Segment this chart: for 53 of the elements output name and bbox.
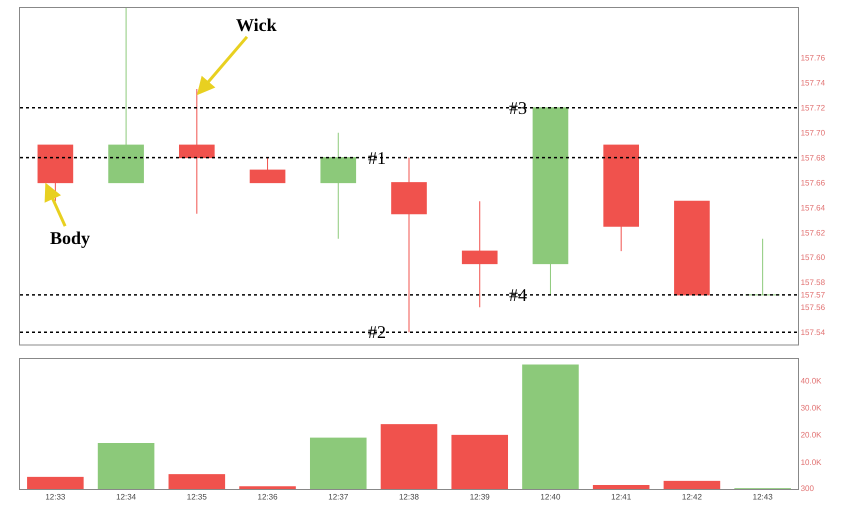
bar bbox=[168, 474, 226, 489]
candlestick bbox=[603, 144, 640, 252]
annotation: #4 bbox=[509, 285, 527, 305]
candlestick bbox=[250, 157, 286, 184]
candlestick bbox=[320, 132, 356, 240]
y-tick-label: 30.0K bbox=[800, 404, 822, 413]
x-tick-label: 12:37 bbox=[328, 492, 349, 502]
y-tick-label: 157.54 bbox=[800, 328, 826, 338]
x-tick-label: 12:41 bbox=[611, 492, 632, 502]
candlestick bbox=[744, 238, 780, 296]
bar bbox=[98, 443, 154, 489]
bar bbox=[592, 484, 650, 489]
x-tick-label: 12:38 bbox=[398, 492, 420, 502]
bar bbox=[27, 476, 84, 489]
bar bbox=[310, 438, 367, 489]
bar bbox=[451, 434, 508, 489]
y-tick-label: 157.70 bbox=[800, 128, 826, 138]
candlestick bbox=[391, 157, 427, 333]
candlestick bbox=[108, 8, 144, 184]
bar bbox=[664, 480, 720, 489]
y-tick-label: 157.58 bbox=[800, 278, 826, 288]
x-tick-label: 12:34 bbox=[116, 492, 137, 502]
x-tick-label: 12:35 bbox=[186, 492, 208, 502]
candlestick bbox=[674, 200, 710, 296]
annotation: Wick bbox=[236, 15, 277, 35]
candlestick bbox=[532, 107, 568, 296]
y-tick-label: 157.62 bbox=[800, 228, 826, 238]
x-tick-label: 12:36 bbox=[258, 492, 278, 502]
y-tick-label: 157.60 bbox=[800, 253, 826, 262]
y-tick-label: 300 bbox=[800, 484, 814, 493]
x-tick-label: 12:40 bbox=[540, 492, 562, 502]
y-tick-label: 157.57 bbox=[800, 290, 826, 300]
y-tick-label: 20.0K bbox=[800, 430, 822, 440]
x-tick-label: 12:42 bbox=[682, 492, 702, 502]
bar bbox=[380, 424, 438, 489]
x-tick-label: 12:33 bbox=[45, 492, 66, 502]
x-tick-label: 12:39 bbox=[470, 492, 490, 502]
y-tick-label: 10.0K bbox=[800, 458, 822, 467]
y-tick-label: 157.72 bbox=[800, 104, 826, 113]
bar bbox=[239, 486, 296, 489]
x-tick-label: 12:43 bbox=[752, 492, 774, 502]
y-tick-label: 157.76 bbox=[800, 54, 826, 63]
y-tick-label: 157.64 bbox=[800, 203, 826, 212]
y-tick-label: 157.66 bbox=[800, 178, 826, 188]
y-tick-label: 157.56 bbox=[800, 303, 826, 312]
y-tick-label: 40.0K bbox=[800, 376, 822, 386]
y-tick-label: 157.68 bbox=[800, 153, 826, 162]
bar bbox=[522, 364, 579, 489]
candlestick bbox=[178, 88, 215, 214]
annotation: Body bbox=[50, 228, 90, 248]
annotation: #3 bbox=[509, 98, 527, 118]
candlestick bbox=[462, 200, 498, 308]
y-tick-label: 157.74 bbox=[800, 78, 826, 88]
